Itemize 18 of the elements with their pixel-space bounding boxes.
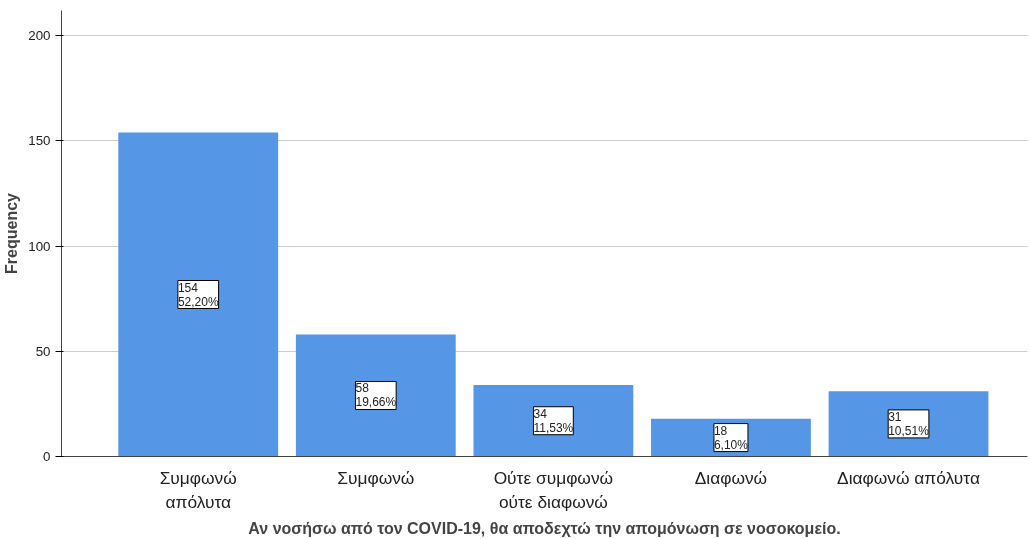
bar [473, 384, 634, 457]
bar [118, 132, 279, 457]
data-label: 34 11,53% [533, 406, 574, 435]
bar [295, 334, 456, 457]
y-tick-label: 100 [28, 238, 51, 254]
x-tick-label: Διαφωνώ [694, 467, 768, 488]
data-label: 58 19,66% [355, 381, 397, 410]
y-tick-label: 200 [28, 28, 51, 44]
y-tick-label: 50 [35, 343, 51, 359]
y-tick-label: 0 [43, 449, 51, 464]
x-tick-label: Διαφωνώ απόλυτα [837, 467, 980, 488]
x-tick-label: Συμφωνώ [337, 467, 415, 488]
x-axis-title: Αν νοσήσω από τον COVID-19, θα αποδεχτώ την απομόνωση σε νοσοκομείο. [248, 519, 841, 537]
bar [828, 391, 989, 457]
y-axis-title: Frequency [3, 192, 21, 274]
x-tick-label: Συμφωνώ απόλυτα [159, 467, 237, 512]
x-tick-label: Ούτε συμφωνώ ούτε διαφωνώ [493, 467, 614, 512]
y-tick-label: 150 [28, 133, 51, 149]
